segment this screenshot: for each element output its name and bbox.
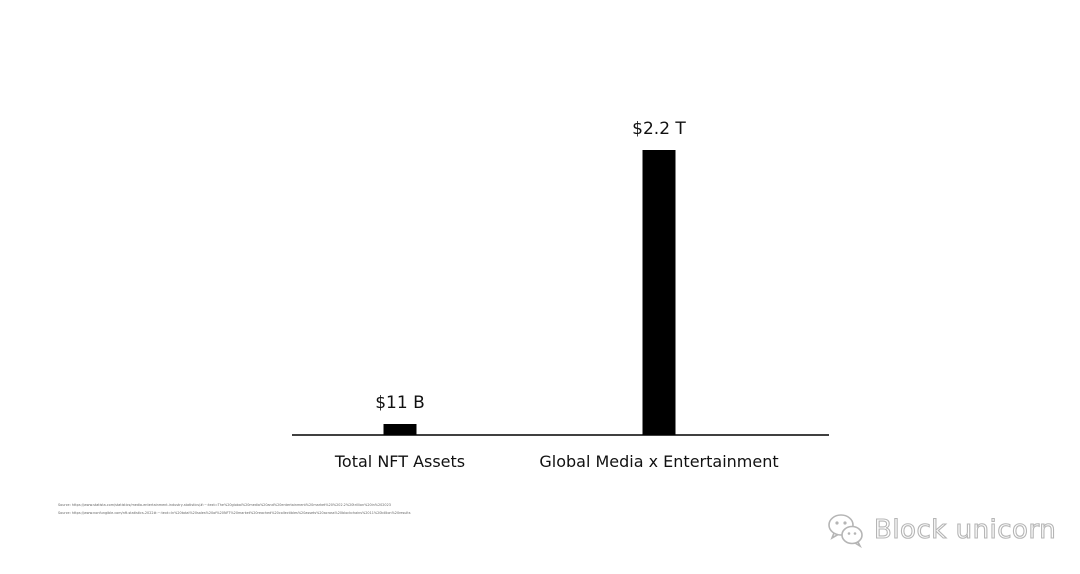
source-line-1: Source: https://www.statista.com/statist… [58, 503, 391, 507]
sources-footnote: Source: https://www.statista.com/statist… [58, 503, 418, 519]
data-label-1: $2.2 T [632, 119, 686, 139]
data-label-0: $11 B [375, 393, 425, 413]
watermark: Block unicorn [826, 510, 1056, 550]
source-line-2: Source: https://www.nonfungible.com/nft-… [58, 511, 411, 516]
bar-0 [383, 424, 417, 435]
category-label-1: Global Media x Entertainment [539, 452, 778, 471]
bar-1 [642, 150, 676, 435]
wechat-icon [828, 514, 863, 549]
watermark-text: Block unicorn [873, 514, 1057, 545]
category-label-0: Total NFT Assets [334, 452, 465, 471]
